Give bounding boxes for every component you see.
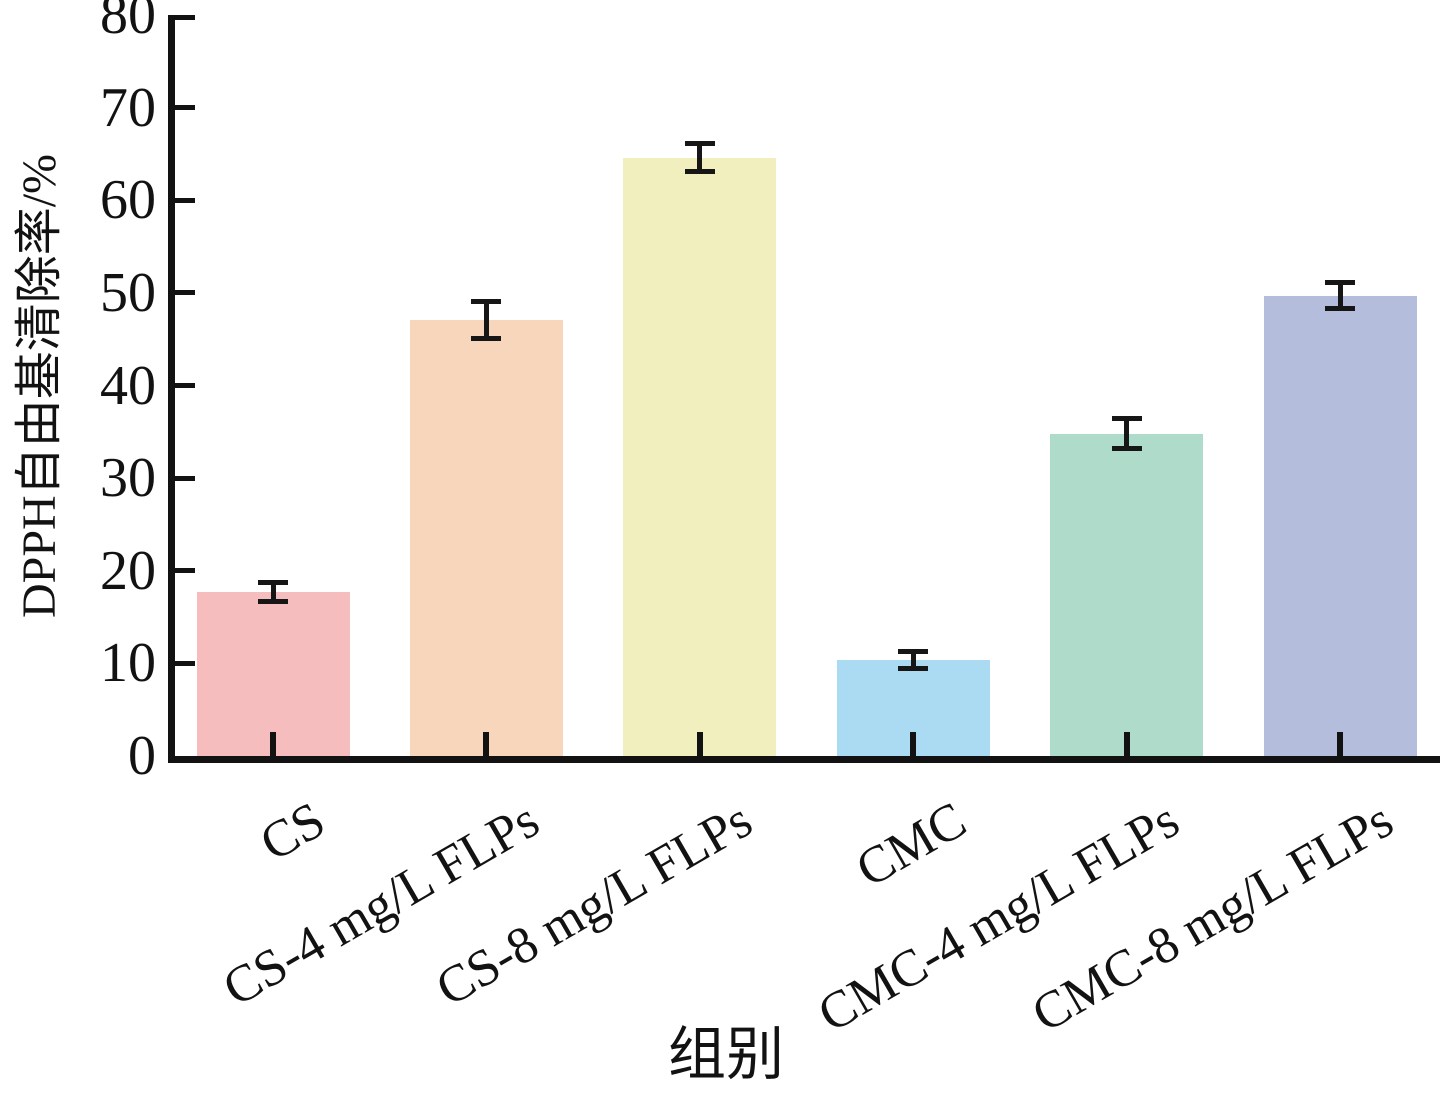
error-bar-cap-top: [1325, 280, 1355, 286]
y-tick-label: 80: [100, 0, 156, 46]
x-category-label-text: CMC-8 mg/L FLPs: [1022, 791, 1402, 1044]
error-bar-line: [1124, 418, 1130, 449]
x-tick: [1337, 732, 1343, 756]
y-tick: [175, 475, 195, 481]
error-bar-line: [697, 143, 703, 172]
error-bar-cap-bottom: [471, 335, 502, 341]
x-tick: [270, 732, 276, 756]
x-tick: [696, 732, 703, 756]
error-bar-cap-bottom: [1111, 445, 1142, 451]
y-tick: [175, 383, 195, 388]
error-bar-line: [270, 582, 276, 602]
y-tick-label: 10: [100, 632, 156, 695]
error-bar-cap-bottom: [1325, 306, 1355, 312]
x-tick: [910, 732, 917, 756]
y-tick: [175, 660, 195, 666]
x-tick: [483, 732, 490, 756]
error-bar-cap-top: [898, 648, 929, 654]
error-bar-cap-top: [258, 580, 288, 586]
y-tick-label: 60: [100, 169, 156, 232]
error-bar-cap-top: [1111, 416, 1142, 422]
y-tick: [175, 105, 195, 111]
y-tick-label: 50: [100, 261, 156, 324]
y-tick: [175, 568, 195, 574]
x-tick: [1123, 732, 1130, 756]
y-tick-label: 0: [128, 725, 156, 787]
x-axis-title: 组别: [667, 1022, 784, 1087]
error-bar-cap-top: [684, 141, 715, 147]
y-tick-label: 30: [100, 447, 156, 510]
bar: [623, 157, 777, 756]
error-bar-line: [1337, 282, 1343, 309]
x-category-label-text: CMC: [846, 791, 976, 899]
y-tick-label: 20: [100, 539, 156, 602]
bar: [1050, 433, 1204, 756]
y-tick: [175, 197, 195, 203]
error-bar-line: [910, 651, 916, 668]
y-tick: [175, 15, 195, 20]
bar: [1263, 295, 1417, 756]
x-category-label-text: CMC-4 mg/L FLPs: [808, 791, 1189, 1044]
error-bar-cap-bottom: [898, 665, 929, 671]
y-tick: [175, 290, 195, 296]
bar: [196, 592, 350, 756]
error-bar-cap-top: [471, 298, 502, 304]
error-bar-cap-bottom: [258, 598, 288, 604]
x-category-label-text: CS: [251, 791, 335, 873]
y-tick-label: 70: [100, 76, 156, 139]
bar: [409, 319, 563, 756]
error-bar-line: [483, 301, 489, 339]
y-tick-label: 40: [100, 354, 156, 417]
plot-area: 0 10 20 30 40 50 60 70 80 CS CS-4 mg/L FLPs CS-8 mg…: [100, 0, 1440, 1044]
error-bar-cap-bottom: [684, 169, 715, 175]
